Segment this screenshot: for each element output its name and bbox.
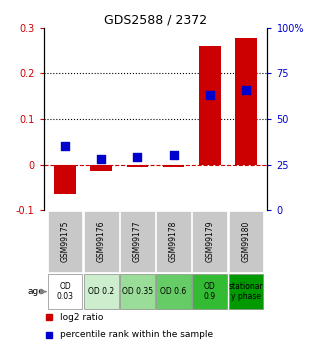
- Text: stationar
y phase: stationar y phase: [228, 282, 263, 301]
- Text: GSM99176: GSM99176: [97, 221, 106, 263]
- Bar: [54, 165, 76, 194]
- Bar: [156, 274, 191, 309]
- Bar: [193, 211, 227, 273]
- Bar: [229, 211, 263, 273]
- Text: log2 ratio: log2 ratio: [60, 313, 104, 322]
- Bar: [91, 165, 112, 171]
- Text: age: age: [27, 287, 44, 296]
- Point: [207, 92, 212, 98]
- Text: GSM99175: GSM99175: [61, 221, 70, 263]
- Point: [135, 155, 140, 160]
- Bar: [48, 211, 82, 273]
- Bar: [84, 211, 118, 273]
- Bar: [120, 274, 155, 309]
- Text: OD
0.9: OD 0.9: [204, 282, 216, 301]
- Text: GSM99178: GSM99178: [169, 221, 178, 262]
- Bar: [235, 38, 257, 165]
- Text: OD
0.03: OD 0.03: [57, 282, 74, 301]
- Bar: [48, 274, 82, 309]
- Text: GSM99180: GSM99180: [241, 221, 250, 262]
- Bar: [163, 165, 184, 167]
- Text: GSM99177: GSM99177: [133, 221, 142, 263]
- Point: [99, 156, 104, 162]
- Bar: [199, 46, 220, 165]
- Bar: [193, 274, 227, 309]
- Title: GDS2588 / 2372: GDS2588 / 2372: [104, 13, 207, 27]
- Point: [243, 87, 248, 92]
- Text: GSM99179: GSM99179: [205, 221, 214, 263]
- Bar: [229, 274, 263, 309]
- Bar: [84, 274, 118, 309]
- Text: OD 0.35: OD 0.35: [122, 287, 153, 296]
- Point: [171, 153, 176, 158]
- Text: OD 0.2: OD 0.2: [88, 287, 114, 296]
- Text: percentile rank within the sample: percentile rank within the sample: [60, 330, 213, 339]
- Bar: [156, 211, 191, 273]
- Point: [63, 144, 68, 149]
- Bar: [120, 211, 155, 273]
- Bar: [127, 165, 148, 167]
- Text: OD 0.6: OD 0.6: [160, 287, 187, 296]
